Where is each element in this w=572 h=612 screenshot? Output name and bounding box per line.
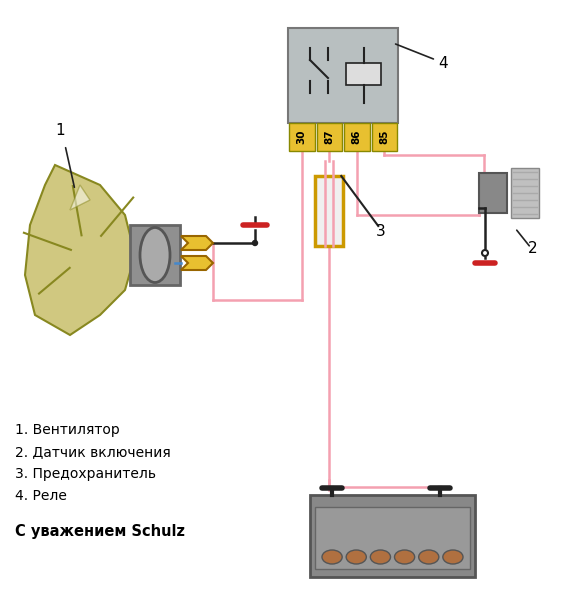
Bar bbox=[130, 225, 180, 285]
Bar bbox=[316, 123, 342, 151]
Bar bbox=[479, 173, 507, 213]
Ellipse shape bbox=[370, 550, 391, 564]
Bar bbox=[346, 63, 381, 85]
Ellipse shape bbox=[346, 550, 366, 564]
Polygon shape bbox=[181, 256, 213, 270]
Bar bbox=[310, 495, 475, 577]
Text: 1. Вентилятор: 1. Вентилятор bbox=[15, 423, 120, 437]
Polygon shape bbox=[25, 165, 135, 335]
Polygon shape bbox=[181, 236, 213, 250]
Polygon shape bbox=[70, 185, 90, 210]
Bar bbox=[511, 168, 539, 218]
Text: 4: 4 bbox=[438, 56, 448, 71]
Ellipse shape bbox=[322, 550, 342, 564]
Text: 86: 86 bbox=[352, 130, 362, 144]
Bar bbox=[289, 123, 315, 151]
Text: 4. Реле: 4. Реле bbox=[15, 489, 67, 503]
Text: 30: 30 bbox=[297, 130, 307, 144]
Ellipse shape bbox=[395, 550, 415, 564]
Text: 3. Предохранитель: 3. Предохранитель bbox=[15, 467, 156, 481]
Text: 87: 87 bbox=[324, 130, 334, 144]
Text: 2. Датчик включения: 2. Датчик включения bbox=[15, 445, 171, 459]
Bar bbox=[315, 507, 470, 569]
Text: 2: 2 bbox=[528, 241, 538, 256]
Ellipse shape bbox=[419, 550, 439, 564]
Text: 1: 1 bbox=[55, 123, 65, 138]
Text: 85: 85 bbox=[379, 130, 390, 144]
Ellipse shape bbox=[140, 228, 170, 283]
Bar bbox=[315, 176, 343, 246]
Circle shape bbox=[482, 250, 488, 256]
Text: 3: 3 bbox=[376, 224, 386, 239]
Bar bbox=[288, 28, 398, 123]
Text: С уважением Schulz: С уважением Schulz bbox=[15, 524, 185, 539]
Ellipse shape bbox=[443, 550, 463, 564]
Circle shape bbox=[252, 241, 257, 245]
Bar bbox=[371, 123, 397, 151]
Bar bbox=[344, 123, 370, 151]
